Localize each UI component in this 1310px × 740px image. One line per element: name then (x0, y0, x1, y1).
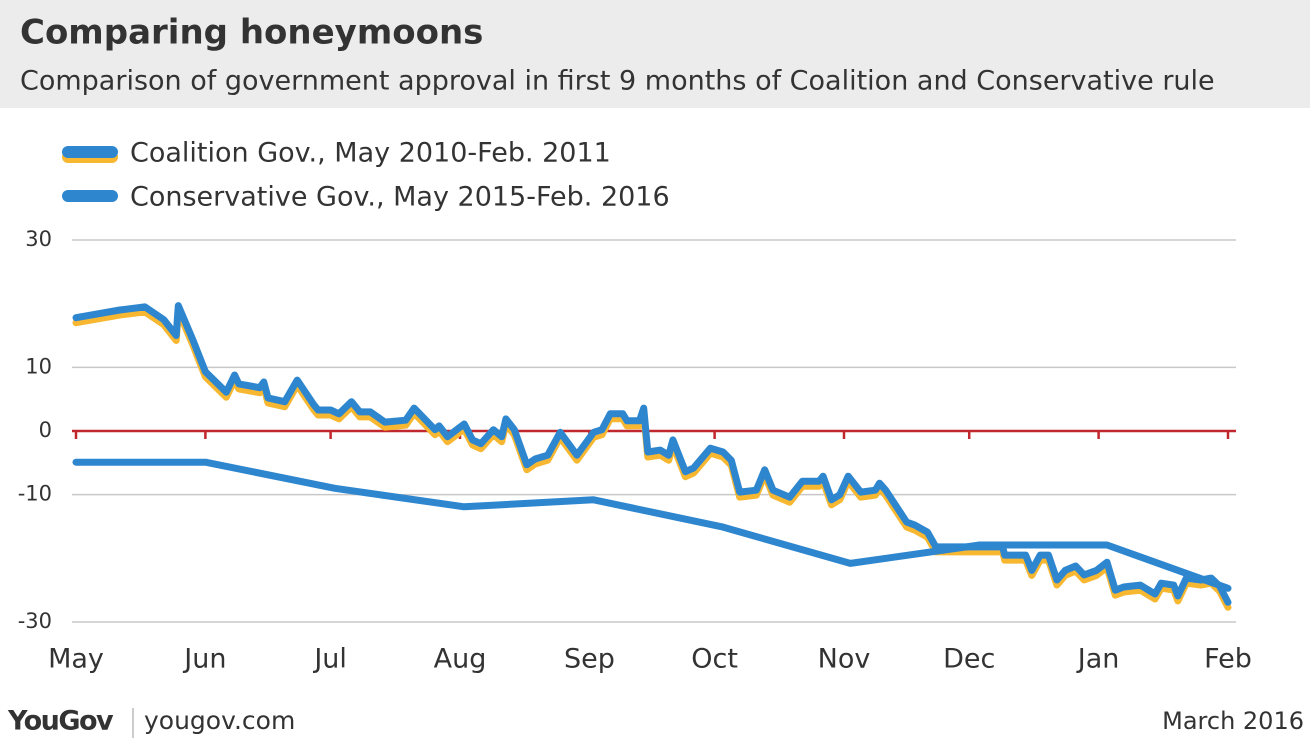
header-band (0, 0, 1310, 108)
x-tick-label: May (48, 644, 104, 675)
x-tick-label: Sep (564, 644, 615, 675)
date: March 2016 (1162, 707, 1304, 735)
x-tick-label: Oct (691, 644, 738, 675)
x-tick-label: Nov (818, 644, 871, 675)
y-tick-label: -10 (18, 482, 52, 506)
logo: YouGov (7, 706, 114, 737)
website: yougov.com (144, 706, 295, 735)
x-tick-label: Jan (1076, 644, 1120, 675)
chart-title: Comparing honeymoons (20, 13, 483, 53)
x-tick-label: Dec (943, 644, 995, 675)
x-tick-label: Jun (182, 644, 226, 675)
legend-label: Coalition Gov., May 2010-Feb. 2011 (130, 138, 611, 169)
legend-label: Conservative Gov., May 2015-Feb. 2016 (130, 182, 670, 213)
series-line (72, 302, 1232, 606)
x-tick-label: Jul (312, 644, 347, 675)
y-tick-label: 0 (39, 418, 52, 442)
y-tick-label: -30 (18, 609, 52, 633)
y-tick-label: 10 (25, 354, 52, 378)
chart-subtitle: Comparison of government approval in fir… (20, 66, 1215, 97)
x-tick-label: Aug (434, 644, 487, 675)
y-tick-label: 30 (25, 227, 52, 251)
x-tick-label: Feb (1204, 644, 1252, 675)
series-shadow (72, 307, 1232, 611)
series-line (72, 458, 1232, 592)
